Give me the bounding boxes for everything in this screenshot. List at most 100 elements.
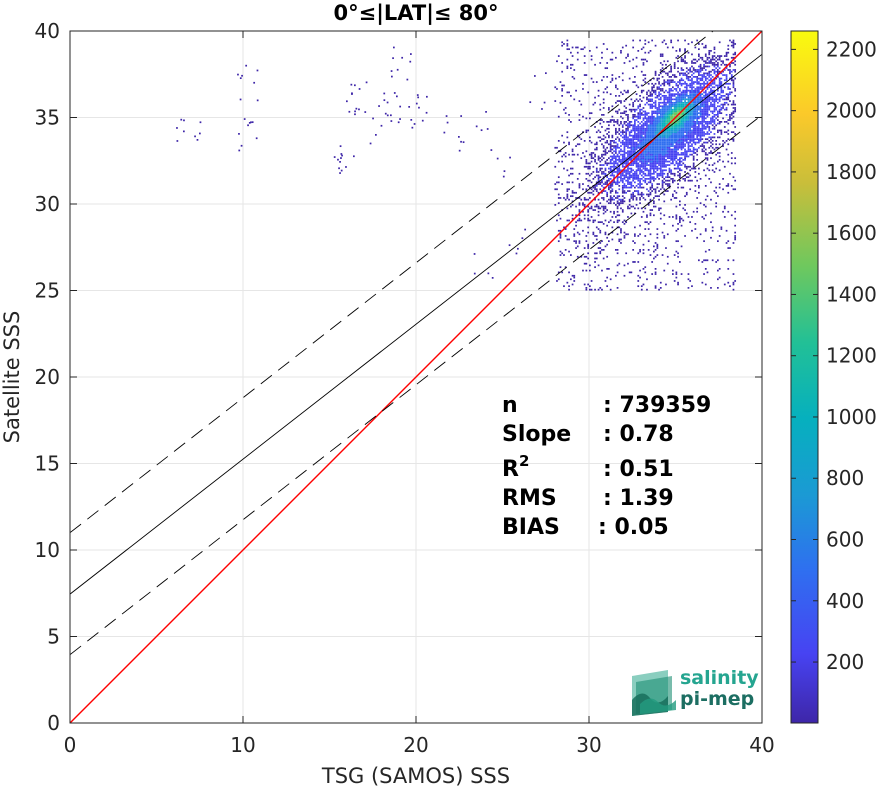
density-cell: [699, 115, 702, 118]
density-cell: [604, 183, 607, 185]
density-cell: [679, 153, 681, 156]
density-cell: [649, 155, 652, 158]
density-cell: [393, 46, 395, 49]
stat-label-bias: BIAS: [502, 515, 560, 540]
density-cell: [239, 77, 242, 80]
density-cell: [585, 117, 588, 120]
density-cell: [680, 224, 683, 227]
density-cell: [713, 95, 716, 97]
density-cell: [675, 214, 678, 217]
density-cell: [713, 103, 716, 106]
density-cell: [723, 165, 726, 168]
density-cell: [623, 89, 626, 92]
density-cell: [613, 176, 615, 179]
density-cell: [665, 176, 667, 179]
density-cell: [661, 181, 664, 184]
density-cell: [632, 67, 635, 70]
density-cell: [670, 122, 673, 125]
density-cell: [621, 221, 624, 224]
density-cell: [696, 89, 699, 92]
density-cell: [570, 278, 572, 281]
density-cell: [666, 160, 669, 163]
density-cell: [597, 191, 600, 194]
density-cell: [699, 233, 702, 236]
density-cell: [679, 157, 681, 160]
density-cell: [632, 148, 635, 151]
density-cell: [670, 136, 673, 139]
density-cell: [656, 233, 659, 236]
density-cell: [691, 70, 693, 73]
density-cell: [615, 110, 617, 113]
density-cell: [568, 188, 570, 191]
density-cell: [615, 146, 617, 149]
density-cell: [651, 160, 654, 163]
density-cell: [704, 185, 707, 187]
density-cell: [677, 240, 679, 243]
density-cell: [630, 148, 633, 151]
density-cell: [718, 186, 721, 189]
density-cell: [691, 81, 693, 83]
density-cell: [687, 72, 690, 75]
density-cell: [640, 84, 643, 87]
density-cell: [606, 133, 609, 135]
density-cell: [696, 197, 699, 199]
density-cell: [611, 181, 614, 184]
density-cell: [634, 155, 636, 158]
density-cell: [587, 167, 590, 170]
density-cell: [475, 125, 478, 128]
density-cell: [587, 245, 590, 248]
density-cell: [661, 162, 664, 165]
density-cell: [632, 205, 635, 208]
density-cell: [630, 169, 633, 172]
density-cell: [665, 155, 667, 158]
density-cell: [659, 174, 662, 177]
density-cell: [595, 185, 598, 187]
density-cell: [654, 165, 657, 168]
density-cell: [711, 136, 714, 139]
density-cell: [615, 86, 617, 89]
density-cell: [647, 157, 650, 160]
density-cell: [656, 160, 659, 163]
density-cell: [675, 197, 678, 199]
density-cell: [602, 205, 605, 208]
density-cell: [575, 221, 577, 224]
density-cell: [642, 145, 645, 147]
density-cell: [661, 141, 664, 144]
density-cell: [644, 181, 647, 184]
density-cell: [682, 140, 685, 142]
density-cell: [701, 110, 704, 113]
density-cell: [578, 202, 581, 205]
density-cell: [635, 159, 638, 161]
density-cell: [599, 181, 602, 184]
density-cell: [703, 141, 705, 144]
density-cell: [713, 107, 716, 109]
density-cell: [616, 159, 619, 161]
density-cell: [730, 44, 733, 47]
density-cell: [734, 210, 737, 213]
density-cell: [575, 240, 577, 243]
density-cell: [646, 157, 648, 160]
density-cell: [613, 162, 615, 165]
density-cell: [642, 79, 645, 82]
density-cell: [642, 124, 645, 127]
density-cell: [390, 120, 393, 122]
density-cell: [628, 141, 631, 144]
density-cell: [625, 129, 628, 132]
density-cell: [654, 191, 657, 194]
density-cell: [684, 131, 686, 134]
density-cell: [578, 183, 581, 185]
density-cell: [713, 162, 716, 165]
density-cell: [675, 138, 678, 141]
density-cell: [679, 221, 681, 224]
density-cell: [694, 46, 697, 49]
density-cell: [725, 185, 728, 187]
density-cell: [665, 63, 667, 66]
density-cell: [651, 148, 654, 151]
density-cell: [625, 160, 628, 163]
density-cell: [653, 250, 655, 253]
density-cell: [659, 133, 662, 135]
density-cell: [616, 88, 619, 90]
density-cell: [689, 110, 692, 113]
density-cell: [642, 160, 645, 163]
density-cell: [673, 254, 676, 256]
